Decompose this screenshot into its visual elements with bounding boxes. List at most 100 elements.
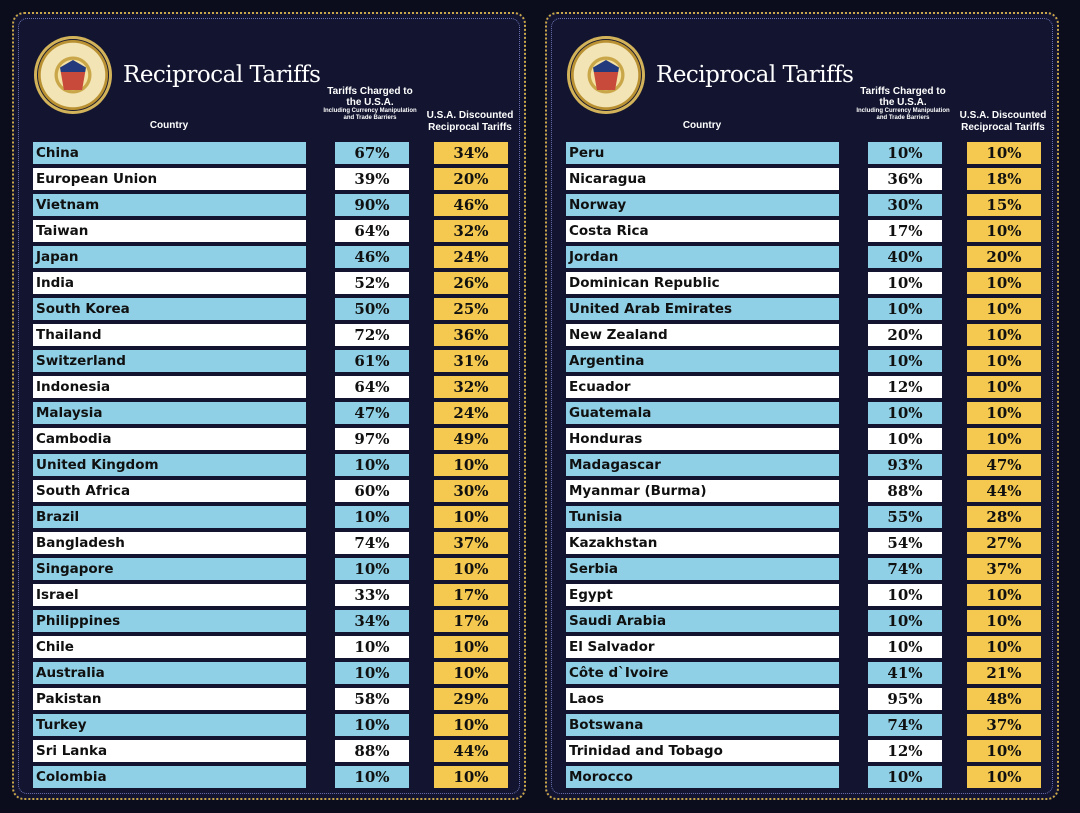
tariff-charged-cell: 10% xyxy=(868,428,942,450)
table-row: Israel 33% 17% xyxy=(14,584,524,606)
table-row: Jordan 40% 20% xyxy=(547,246,1057,268)
country-cell: Japan xyxy=(33,246,306,268)
discounted-tariff-cell: 10% xyxy=(967,324,1041,346)
discounted-tariff-cell: 10% xyxy=(434,662,508,684)
table-row: Vietnam 90% 46% xyxy=(14,194,524,216)
discounted-tariff-cell: 10% xyxy=(434,766,508,788)
country-cell: Chile xyxy=(33,636,306,658)
tariff-charged-cell: 10% xyxy=(868,766,942,788)
discounted-tariff-cell: 37% xyxy=(967,714,1041,736)
discounted-tariff-cell: 10% xyxy=(967,584,1041,606)
panel-inner-border xyxy=(551,18,1053,794)
discounted-tariff-cell: 10% xyxy=(967,350,1041,372)
tariff-charged-cell: 64% xyxy=(335,376,409,398)
tariff-charged-cell: 41% xyxy=(868,662,942,684)
country-cell: South Africa xyxy=(33,480,306,502)
country-cell: China xyxy=(33,142,306,164)
table-row: Switzerland 61% 31% xyxy=(14,350,524,372)
country-cell: Pakistan xyxy=(33,688,306,710)
tariff-charged-cell: 40% xyxy=(868,246,942,268)
country-cell: Honduras xyxy=(566,428,839,450)
table-row: Tunisia 55% 28% xyxy=(547,506,1057,528)
country-cell: Sri Lanka xyxy=(33,740,306,762)
country-cell: Indonesia xyxy=(33,376,306,398)
discounted-tariff-cell: 17% xyxy=(434,610,508,632)
tariff-charged-cell: 10% xyxy=(335,454,409,476)
tariff-charged-cell: 90% xyxy=(335,194,409,216)
tariff-panel-left: Reciprocal Tariffs Country Tariffs Charg… xyxy=(12,12,526,800)
table-row: Guatemala 10% 10% xyxy=(547,402,1057,424)
table-row: South Africa 60% 30% xyxy=(14,480,524,502)
panel-inner-border xyxy=(18,18,520,794)
tariff-charged-cell: 88% xyxy=(868,480,942,502)
table-row: China 67% 34% xyxy=(14,142,524,164)
tariff-charged-cell: 10% xyxy=(868,636,942,658)
country-cell: Malaysia xyxy=(33,402,306,424)
tariff-charged-cell: 10% xyxy=(335,506,409,528)
table-row: Bangladesh 74% 37% xyxy=(14,532,524,554)
tariff-charged-cell: 67% xyxy=(335,142,409,164)
discounted-tariff-cell: 10% xyxy=(967,220,1041,242)
discounted-tariff-cell: 10% xyxy=(967,636,1041,658)
discounted-tariff-cell: 10% xyxy=(967,740,1041,762)
table-row: Malaysia 47% 24% xyxy=(14,402,524,424)
panel-title: Reciprocal Tariffs xyxy=(656,62,854,88)
table-row: Thailand 72% 36% xyxy=(14,324,524,346)
table-row: Myanmar (Burma) 88% 44% xyxy=(547,480,1057,502)
tariff-charged-cell: 10% xyxy=(335,558,409,580)
country-cell: Kazakhstan xyxy=(566,532,839,554)
table-row: Norway 30% 15% xyxy=(547,194,1057,216)
country-cell: Turkey xyxy=(33,714,306,736)
table-row: Peru 10% 10% xyxy=(547,142,1057,164)
table-row: Australia 10% 10% xyxy=(14,662,524,684)
discounted-tariff-cell: 20% xyxy=(434,168,508,190)
table-row: Costa Rica 17% 10% xyxy=(547,220,1057,242)
table-row: New Zealand 20% 10% xyxy=(547,324,1057,346)
table-row: Morocco 10% 10% xyxy=(547,766,1057,788)
table-row: Turkey 10% 10% xyxy=(14,714,524,736)
tariff-charged-cell: 39% xyxy=(335,168,409,190)
tariff-charged-cell: 54% xyxy=(868,532,942,554)
table-row: Trinidad and Tobago 12% 10% xyxy=(547,740,1057,762)
discounted-tariff-cell: 28% xyxy=(967,506,1041,528)
tariff-charged-cell: 50% xyxy=(335,298,409,320)
tariff-charged-cell: 61% xyxy=(335,350,409,372)
country-cell: Madagascar xyxy=(566,454,839,476)
header-discounted-tariffs: U.S.A. Discounted Reciprocal Tariffs xyxy=(426,110,514,133)
header-country: Country xyxy=(682,120,722,131)
discounted-tariff-cell: 31% xyxy=(434,350,508,372)
country-cell: Guatemala xyxy=(566,402,839,424)
presidential-seal-icon xyxy=(567,36,645,114)
discounted-tariff-cell: 36% xyxy=(434,324,508,346)
country-cell: Laos xyxy=(566,688,839,710)
discounted-tariff-cell: 21% xyxy=(967,662,1041,684)
tariff-charged-cell: 10% xyxy=(868,402,942,424)
country-cell: Saudi Arabia xyxy=(566,610,839,632)
discounted-tariff-cell: 10% xyxy=(967,376,1041,398)
discounted-tariff-cell: 44% xyxy=(967,480,1041,502)
eagle-shield-icon xyxy=(60,60,86,90)
table-row: Honduras 10% 10% xyxy=(547,428,1057,450)
country-cell: Bangladesh xyxy=(33,532,306,554)
table-row: Madagascar 93% 47% xyxy=(547,454,1057,476)
discounted-tariff-cell: 10% xyxy=(967,610,1041,632)
table-row: Sri Lanka 88% 44% xyxy=(14,740,524,762)
country-cell: Norway xyxy=(566,194,839,216)
table-row: Pakistan 58% 29% xyxy=(14,688,524,710)
discounted-tariff-cell: 46% xyxy=(434,194,508,216)
table-row: Philippines 34% 17% xyxy=(14,610,524,632)
country-cell: El Salvador xyxy=(566,636,839,658)
table-row: Colombia 10% 10% xyxy=(14,766,524,788)
discounted-tariff-cell: 10% xyxy=(967,272,1041,294)
table-row: Indonesia 64% 32% xyxy=(14,376,524,398)
discounted-tariff-cell: 29% xyxy=(434,688,508,710)
table-row: Côte d`Ivoire 41% 21% xyxy=(547,662,1057,684)
country-cell: Trinidad and Tobago xyxy=(566,740,839,762)
table-row: El Salvador 10% 10% xyxy=(547,636,1057,658)
discounted-tariff-cell: 10% xyxy=(967,142,1041,164)
eagle-shield-icon xyxy=(593,60,619,90)
tariff-charged-cell: 93% xyxy=(868,454,942,476)
discounted-tariff-cell: 15% xyxy=(967,194,1041,216)
discounted-tariff-cell: 34% xyxy=(434,142,508,164)
table-row: Dominican Republic 10% 10% xyxy=(547,272,1057,294)
